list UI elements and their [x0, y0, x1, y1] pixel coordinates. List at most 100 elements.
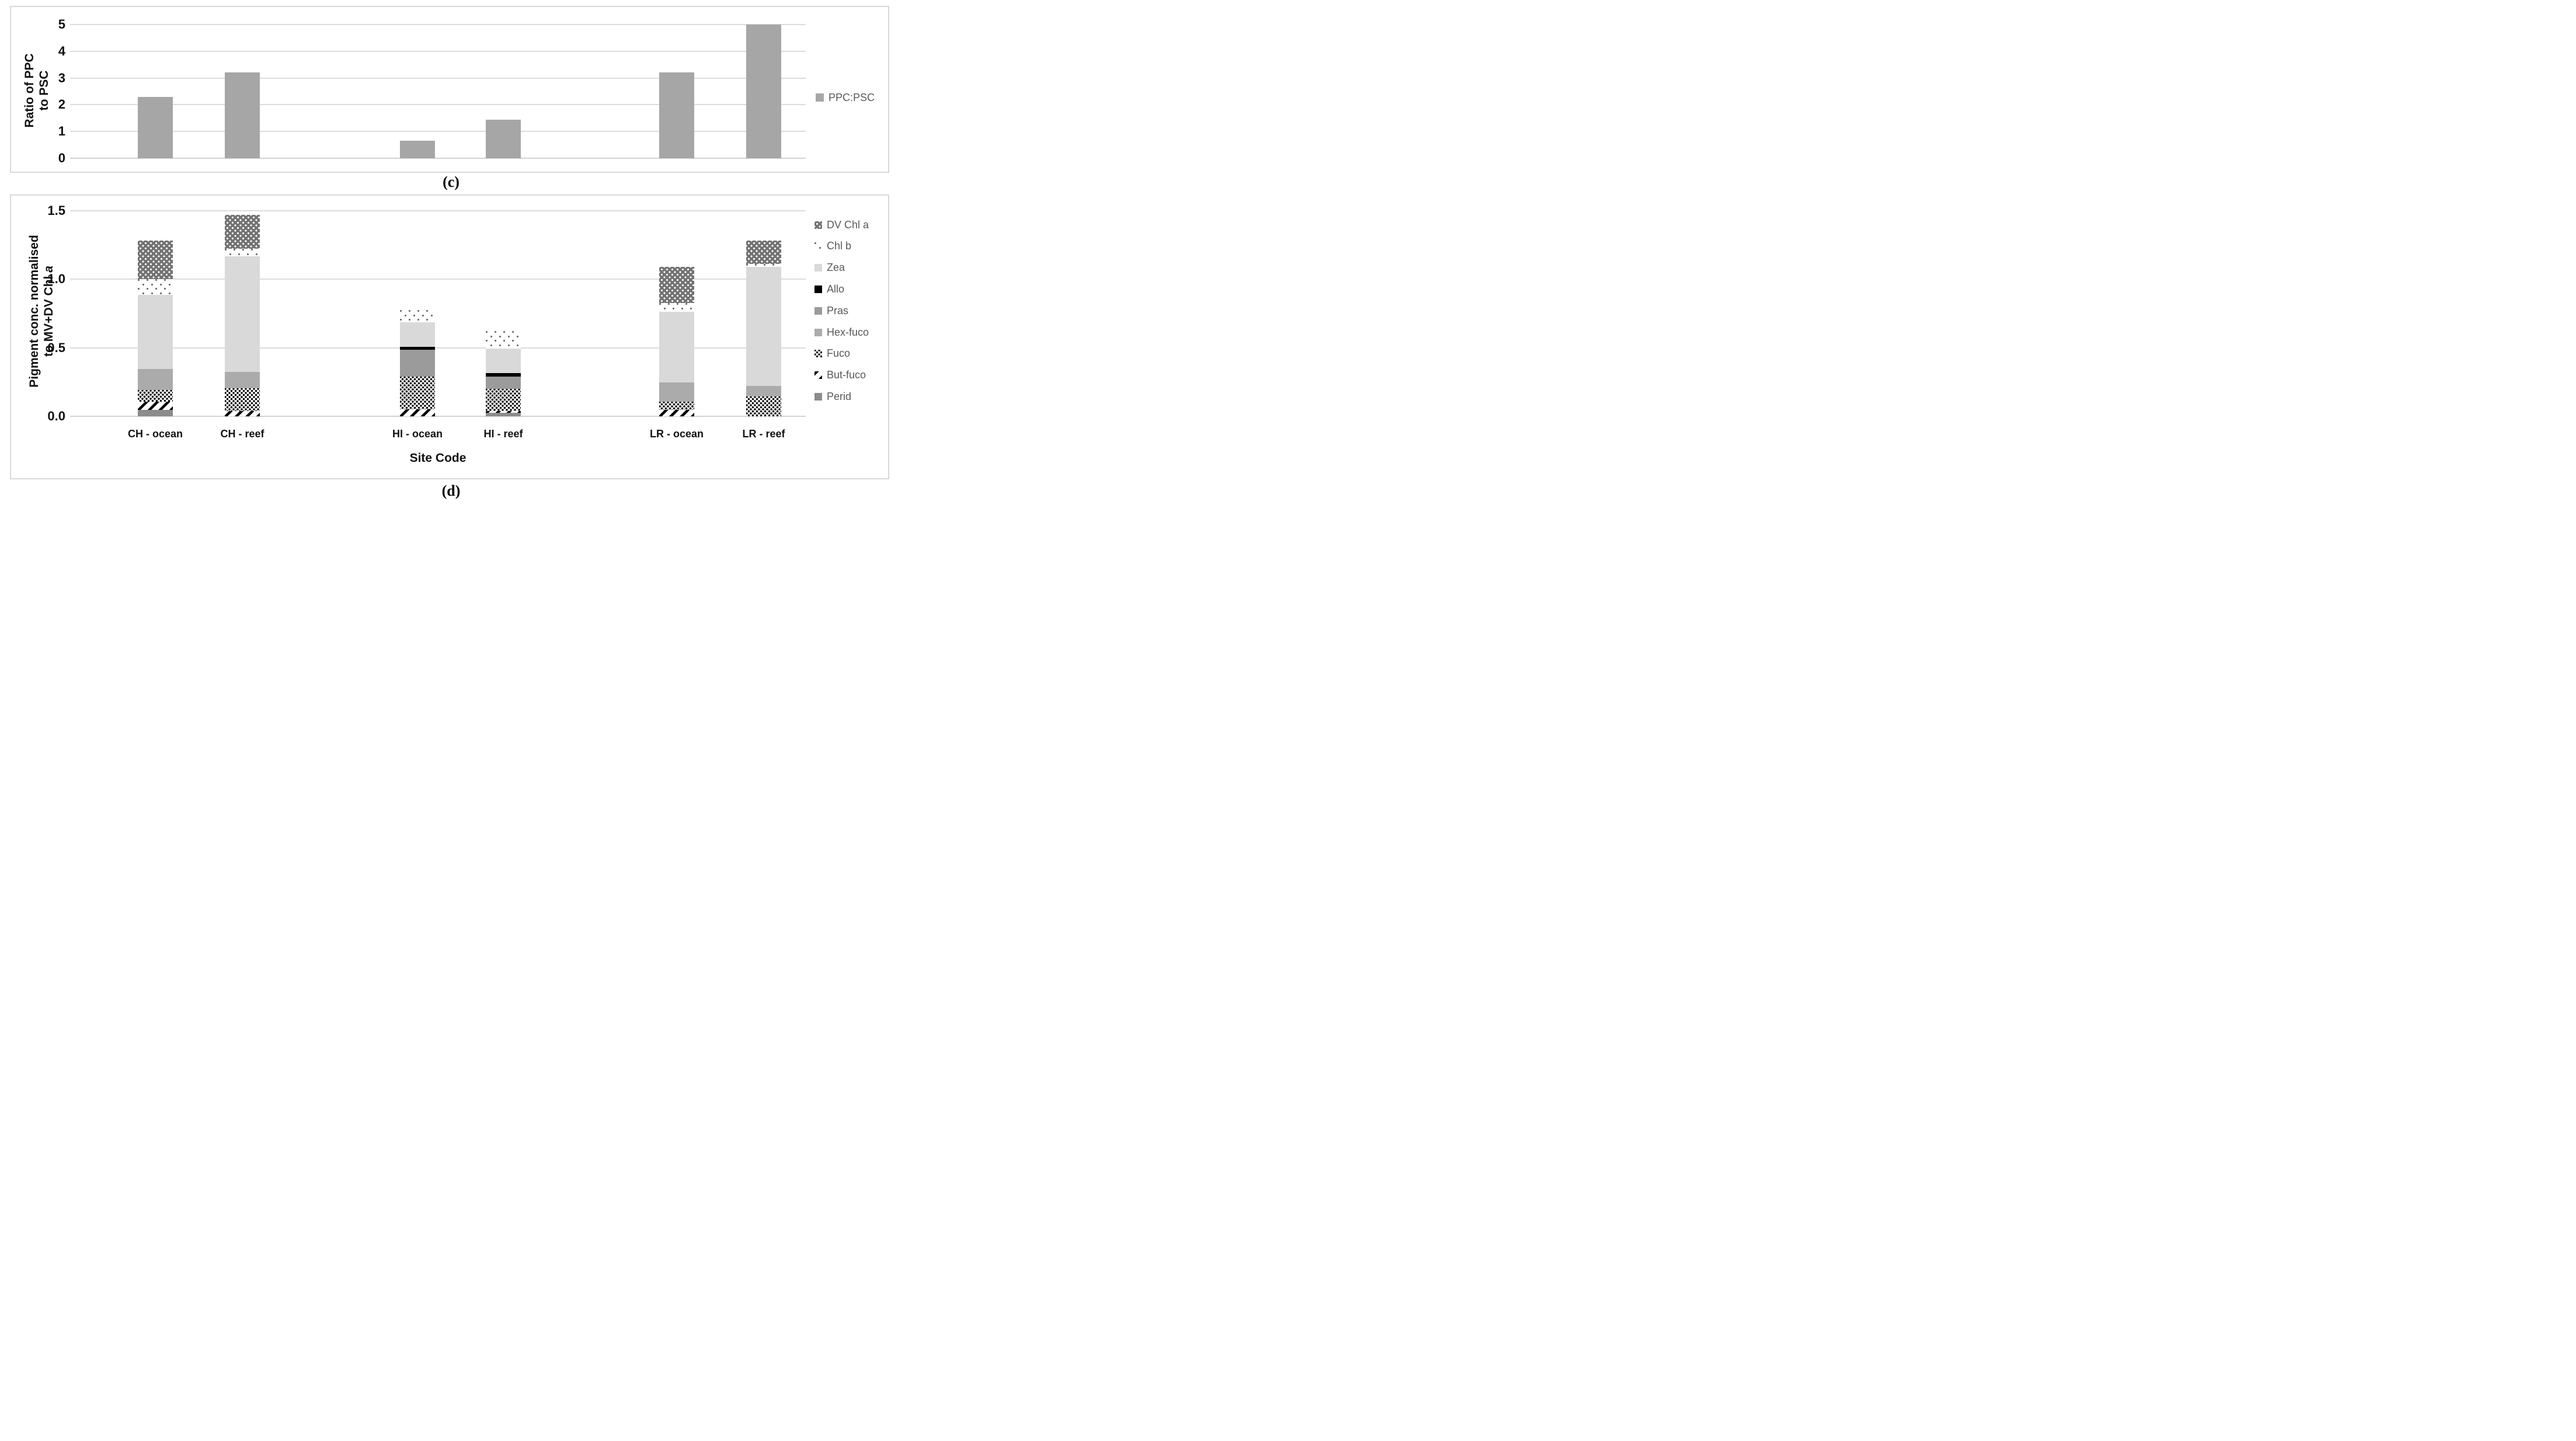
legend-label-Fuco: Fuco — [827, 347, 851, 360]
legend-label-DV Chl a: DV Chl a — [827, 218, 869, 231]
y-tick-label-3: 3 — [58, 70, 65, 85]
bar-segment-HI - ocean-But-fuco — [400, 409, 435, 416]
y-tick-label-4: 4 — [58, 43, 65, 58]
x-tick-label-HI - reef: HI - reef — [483, 428, 523, 440]
chart-c-legend: PPC:PSC — [816, 91, 875, 104]
bar-segment-CH - ocean-Perid — [138, 410, 173, 416]
bar-segment-CH - reef-Chl b — [225, 249, 260, 257]
legend-item-Pras: Pras — [814, 304, 848, 317]
bar-segment-CH - reef-Fuco — [225, 388, 260, 411]
bar-segment-CH - reef-Hex-fuco — [225, 371, 260, 388]
bar-segment-LR - ocean-But-fuco — [659, 410, 694, 416]
bar-segment-HI - reef-Pras — [486, 376, 521, 389]
y-tick-label-0: 0 — [58, 151, 65, 165]
legend-swatch-Chl b-icon — [814, 242, 822, 250]
legend-swatch-DV Chl a-icon — [814, 221, 822, 229]
bar-segment-CH - reef-Zea — [225, 256, 260, 372]
bar-segment-LR - ocean-Zea — [659, 312, 694, 383]
x-tick-label-HI - ocean: HI - ocean — [392, 428, 443, 440]
caption-c: (c) — [443, 173, 459, 190]
bar-segment-CH - ocean-But-fuco — [138, 402, 173, 410]
chart-d-x-axis-title: Site Code — [409, 451, 467, 465]
legend-swatch-ppc-psc-icon — [816, 93, 824, 102]
bar-segment-CH - ocean-DV Chl a — [138, 241, 173, 279]
gridline-y-0.0 — [70, 416, 806, 417]
bar-segment-HI - ocean-Zea — [400, 322, 435, 347]
legend-swatch-Hex-fuco-icon — [814, 328, 822, 336]
bar-segment-HI - reef-Fuco — [486, 389, 521, 411]
legend-label-But-fuco: But-fuco — [827, 369, 866, 381]
legend-label-Perid: Perid — [827, 390, 852, 402]
legend-item-Allo: Allo — [814, 283, 844, 295]
gridline-y-1.5 — [70, 210, 806, 211]
legend-label-Chl b: Chl b — [827, 240, 852, 252]
legend-item-But-fuco: But-fuco — [814, 369, 866, 382]
bar-segment-LR - reef-Chl b — [746, 264, 781, 267]
legend-swatch-Pras-icon — [814, 307, 822, 315]
bar-segment-HI - reef-Allo — [486, 373, 521, 377]
bar-CH - reef — [225, 72, 260, 158]
legend-item-Perid: Perid — [814, 390, 851, 403]
y-tick-label-2: 2 — [58, 97, 65, 112]
bar-segment-CH - ocean-Fuco — [138, 390, 173, 402]
chart-d-plot-area: 0.0 0.5 1.0 1.5 CH - ocean CH - reef HI - ocea… — [11, 196, 888, 478]
x-tick-label-CH - ocean: CH - ocean — [127, 428, 183, 440]
gridline-y-0 — [70, 158, 806, 159]
gridline-y-2 — [70, 104, 806, 106]
bar-segment-LR - reef-Fuco — [746, 396, 781, 416]
bar-segment-LR - reef-DV Chl a — [746, 241, 781, 264]
gridline-y-4 — [70, 50, 806, 52]
legend-item-Chl b: Chl b — [814, 240, 851, 253]
bar-CH - ocean — [138, 96, 173, 158]
chart-d-panel: Pigment conc. normalised to MV+DV Chl a … — [10, 194, 889, 479]
bar-segment-HI - ocean-Allo — [400, 347, 435, 350]
legend-swatch-Allo-icon — [814, 285, 822, 293]
bar-segment-HI - reef-Perid — [486, 413, 521, 416]
gridline-y-0.5 — [70, 347, 806, 349]
gridline-y-3 — [70, 77, 806, 79]
y-tick-label-1.5: 1.5 — [47, 203, 65, 218]
bar-segment-LR - ocean-Hex-fuco — [659, 382, 694, 402]
x-tick-label-LR - ocean: LR - ocean — [649, 428, 704, 440]
bar-segment-CH - ocean-Hex-fuco — [138, 368, 173, 391]
bar-segment-CH - ocean-Chl b — [138, 279, 173, 295]
bar-segment-HI - ocean-Chl b — [400, 309, 435, 323]
gridline-y-1.0 — [70, 279, 806, 280]
caption-d: (d) — [441, 482, 461, 499]
bar-segment-CH - ocean-Zea — [138, 295, 173, 369]
y-tick-label-0.0: 0.0 — [47, 409, 65, 423]
legend-label-Pras: Pras — [827, 304, 849, 316]
legend-label-Zea: Zea — [827, 262, 845, 274]
y-tick-label-5: 5 — [58, 17, 65, 32]
legend-item-Fuco: Fuco — [814, 347, 850, 360]
legend-label-Hex-fuco: Hex-fuco — [827, 326, 869, 338]
y-tick-label-1: 1 — [58, 124, 65, 139]
bar-segment-LR - ocean-Fuco — [659, 402, 694, 410]
legend-swatch-But-fuco-icon — [814, 371, 822, 380]
bar-segment-LR - ocean-Chl b — [659, 303, 694, 312]
bar-segment-HI - ocean-Pras — [400, 350, 435, 377]
bar-segment-LR - ocean-DV Chl a — [659, 266, 694, 304]
legend-swatch-Perid-icon — [814, 392, 822, 401]
bar-segment-LR - reef-Zea — [746, 266, 781, 387]
legend-label-Allo: Allo — [827, 283, 845, 295]
chart-c-plot-area: 0 1 2 3 4 5 — [11, 7, 888, 172]
gridline-y-1 — [70, 131, 806, 133]
legend-label-ppc-psc: PPC:PSC — [829, 91, 875, 103]
bar-segment-CH - reef-But-fuco — [225, 410, 260, 416]
y-tick-label-0.5: 0.5 — [47, 340, 65, 355]
legend-item-Zea: Zea — [814, 262, 845, 274]
bar-segment-HI - ocean-Fuco — [400, 376, 435, 410]
bar-segment-HI - reef-Zea — [486, 349, 521, 373]
bar-segment-LR - reef-Hex-fuco — [746, 386, 781, 396]
y-tick-label-1.0: 1.0 — [47, 272, 65, 286]
bar-segment-CH - reef-DV Chl a — [225, 214, 260, 249]
legend-item-DV Chl a: DV Chl a — [814, 218, 869, 231]
bar-HI - reef — [486, 119, 521, 158]
gridline-y-5 — [70, 24, 806, 25]
bar-LR - reef — [746, 25, 781, 158]
legend-item-Hex-fuco: Hex-fuco — [814, 326, 869, 339]
bar-LR - ocean — [659, 72, 694, 158]
